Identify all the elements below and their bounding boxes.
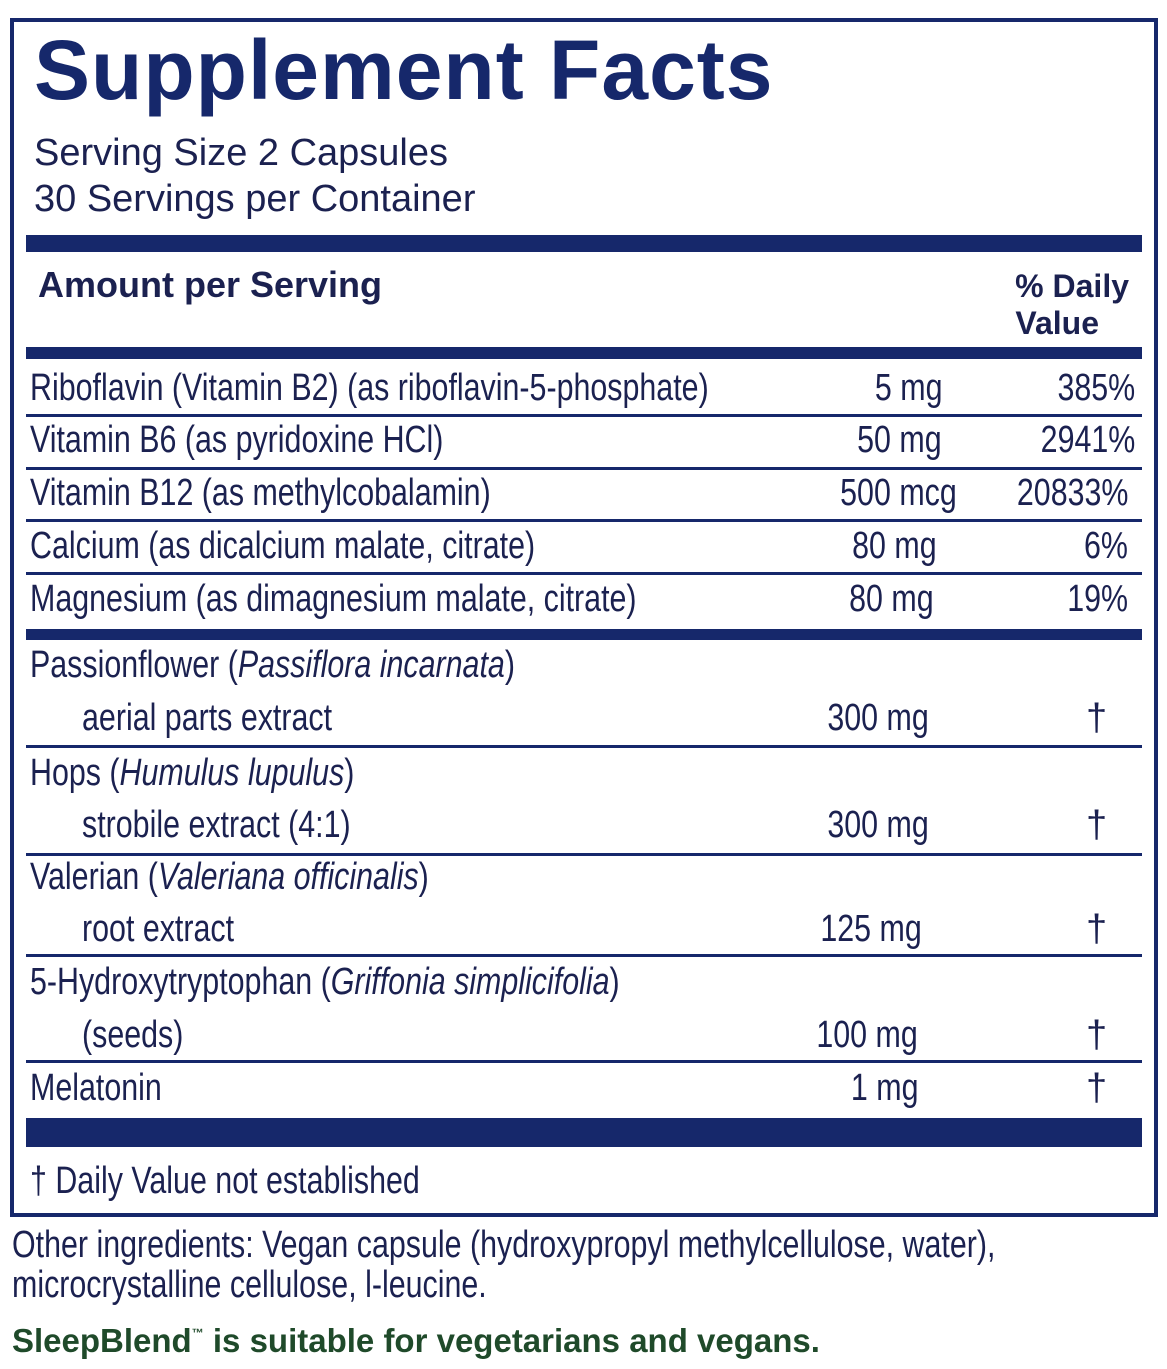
panel-title: Supplement Facts: [34, 23, 774, 117]
botanical-amount: 100 mg: [816, 1014, 918, 1056]
divider-thin: [26, 572, 1142, 575]
nutrient-dv: 385%: [1057, 367, 1135, 409]
amount-per-serving-header: Amount per Serving: [38, 264, 383, 305]
nutrient-amount: 80 mg: [849, 578, 935, 620]
nutrient-dv: 2941%: [1040, 419, 1135, 461]
nutrient-amount: 80 mg: [852, 525, 938, 567]
divider-thin: [26, 745, 1142, 748]
suitability-statement: SleepBlend™ is suitable for vegetarians …: [12, 1322, 820, 1360]
dv-header-line2: Value: [1015, 305, 1099, 341]
servings-per-container: 30 Servings per Container: [34, 178, 476, 220]
botanical-amount: 1 mg: [850, 1067, 918, 1109]
divider-thin: [26, 414, 1142, 417]
botanical-latin-name: Griffonia simplicifolia: [330, 961, 610, 1003]
divider-thin: [26, 519, 1142, 522]
dagger-symbol: †: [1086, 1014, 1108, 1056]
nutrient-amount: 500 mcg: [840, 472, 957, 514]
nutrient-name: Calcium (as dicalcium malate, citrate): [30, 525, 536, 567]
serving-size: Serving Size 2 Capsules: [34, 132, 448, 174]
supplement-facts-panel: [10, 18, 1158, 1217]
botanical-latin-name: Valeriana officinalis: [157, 856, 419, 898]
botanical-name: Valerian: [30, 856, 140, 898]
botanical-name: Passionflower: [30, 644, 220, 686]
suitability-text: is suitable for vegetarians and vegans.: [203, 1322, 820, 1359]
divider-thin: [26, 853, 1142, 856]
nutrient-name: Riboflavin (Vitamin B2) (as riboflavin-5…: [30, 367, 709, 409]
botanical-part: (seeds): [82, 1014, 184, 1056]
divider-thin: [26, 954, 1142, 957]
other-ingredients-line2: microcrystalline cellulose, l-leucine.: [12, 1264, 487, 1306]
dagger-symbol: †: [1086, 908, 1108, 950]
botanical-name: Melatonin: [30, 1067, 162, 1109]
nutrient-amount: 50 mg: [857, 419, 943, 461]
nutrient-name: Magnesium (as dimagnesium malate, citrat…: [30, 578, 637, 620]
botanical-amount: 300 mg: [827, 697, 929, 739]
nutrient-amount: 5 mg: [874, 367, 942, 409]
daily-value-header: % Daily Value: [1015, 268, 1129, 342]
dagger-symbol: †: [1086, 697, 1108, 739]
botanical-part: strobile extract (4:1): [82, 804, 351, 846]
botanical-name: 5-Hydroxytryptophan: [30, 961, 313, 1003]
botanical-name: Hops: [30, 752, 101, 794]
divider-thin: [26, 1060, 1142, 1063]
divider-thick: [26, 629, 1142, 640]
botanical-amount: 300 mg: [827, 804, 929, 846]
nutrient-name: Vitamin B12 (as methylcobalamin): [30, 472, 491, 514]
divider-thick: [26, 235, 1142, 252]
divider-thick: [26, 347, 1142, 359]
nutrient-name: Vitamin B6 (as pyridoxine HCl): [30, 419, 444, 461]
dv-header-line1: % Daily: [1015, 268, 1129, 304]
dagger-symbol: †: [1086, 1067, 1108, 1109]
dagger-symbol: †: [1086, 804, 1108, 846]
botanical-part: root extract: [82, 908, 235, 950]
botanical-amount: 125 mg: [820, 908, 922, 950]
divider-thick: [26, 1118, 1142, 1147]
nutrient-dv: 6%: [1084, 525, 1128, 567]
footnote: † Daily Value not established: [30, 1160, 420, 1202]
trademark-symbol: ™: [191, 1326, 204, 1340]
other-ingredients-line1: Other ingredients: Vegan capsule (hydrox…: [12, 1224, 996, 1266]
brand-name: SleepBlend: [12, 1322, 192, 1359]
divider-thin: [26, 467, 1142, 470]
botanical-latin-name: Humulus lupulus: [119, 752, 345, 794]
nutrient-dv: 19%: [1067, 578, 1128, 620]
botanical-part: aerial parts extract: [82, 697, 333, 739]
botanical-latin-name: Passiflora incarnata: [237, 644, 505, 686]
nutrient-dv: 20833%: [1016, 472, 1128, 514]
